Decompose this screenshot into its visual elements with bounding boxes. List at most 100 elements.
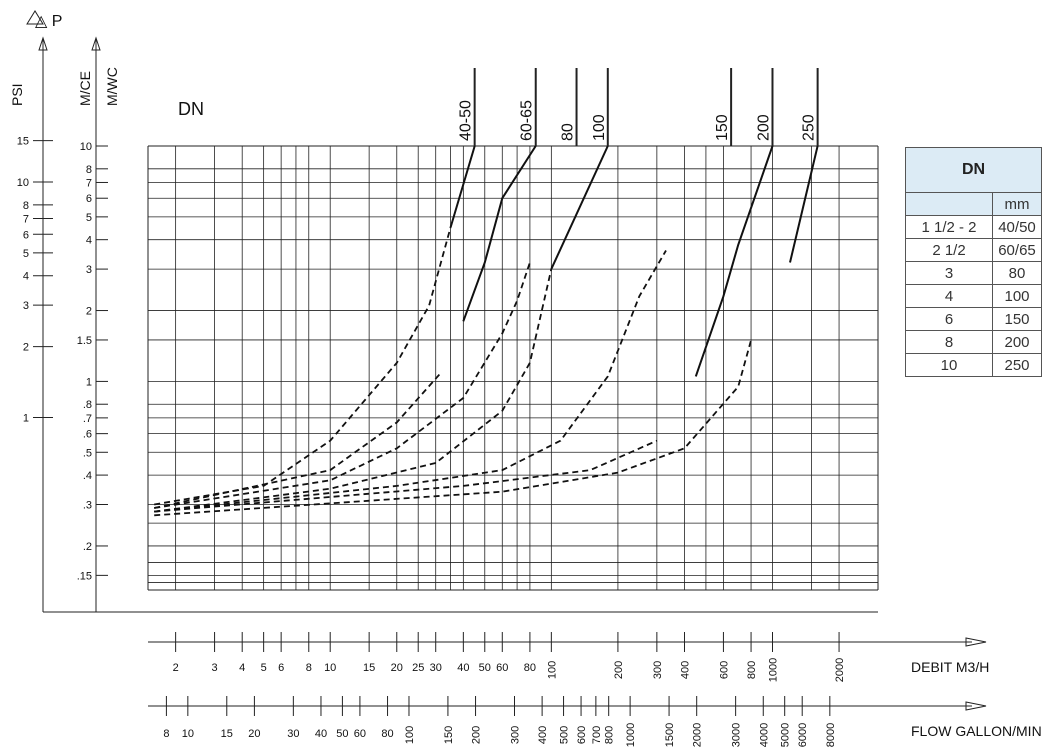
m3h-tick-label: 80 — [524, 662, 536, 674]
dn-label: DN — [178, 99, 204, 119]
gpm-tick-label: 150 — [443, 726, 455, 744]
curve-200-dashed — [154, 439, 658, 513]
m-tick-label: 1.5 — [77, 335, 92, 347]
m-tick-label: 7 — [86, 177, 92, 189]
mce-axis-label: M/CE — [77, 71, 93, 106]
gpm-tick-label: 8 — [163, 728, 169, 740]
m3h-tick-label: 2000 — [834, 658, 846, 682]
m-tick-label: .5 — [83, 447, 92, 459]
mwc-axis-label: M/WC — [104, 67, 120, 106]
curve-250-solid — [789, 145, 819, 263]
gpm-tick-label: 5000 — [780, 723, 792, 747]
m3h-tick-label: 10 — [324, 662, 336, 674]
table-cell-mm: 250 — [992, 353, 1042, 377]
psi-axis-arrow — [38, 36, 48, 51]
curve-60-65-solid — [462, 145, 537, 322]
gpm-tick-label: 15 — [221, 728, 233, 740]
gpm-tick-label: 50 — [336, 728, 348, 740]
table-row: 1 1/2 - 2 40/50 — [905, 215, 1042, 239]
table-cell-inch: 1 1/2 - 2 — [905, 215, 993, 239]
table-row: 8 200 — [905, 330, 1042, 354]
gpm-tick-label: 3000 — [731, 723, 743, 747]
gpm-tick-label: 1000 — [625, 723, 637, 747]
dn-label-60-65: 60-65 — [519, 100, 536, 141]
dn-label-250: 250 — [801, 114, 818, 141]
curve-250-dashed — [154, 339, 752, 517]
m-tick-label: 1 — [86, 376, 92, 388]
psi-tick-label: 2 — [23, 342, 29, 354]
table-cell-mm: 150 — [992, 307, 1042, 331]
curve-150-dashed — [154, 250, 667, 513]
m3h-tick-label: 1000 — [768, 658, 780, 682]
delta-triangle-icon — [26, 10, 44, 25]
gpm-tick-label: 700 — [591, 726, 603, 744]
psi-tick-label: 8 — [23, 200, 29, 212]
m3h-tick-label: 800 — [746, 661, 758, 679]
curve-100-dashed — [154, 268, 553, 513]
dn-label-100: 100 — [591, 114, 608, 141]
table-row: 10 250 — [905, 353, 1042, 377]
gpm-tick-label: 2000 — [692, 723, 704, 747]
m-tick-label: 2 — [86, 306, 92, 318]
psi-tick-label: 5 — [23, 248, 29, 260]
m3h-tick-label: 200 — [613, 661, 625, 679]
m-tick-label: 4 — [86, 235, 92, 247]
m3h-axis-arrow — [965, 637, 987, 647]
gpm-tick-label: 100 — [404, 726, 416, 744]
dn-table-blank — [905, 192, 993, 216]
m-tick-label: 10 — [80, 141, 92, 153]
table-row: 2 1/2 60/65 — [905, 238, 1042, 262]
gpm-tick-label: 6000 — [797, 723, 809, 747]
m-tick-label: 8 — [86, 164, 92, 176]
psi-axis-label: PSI — [9, 83, 25, 106]
m3h-tick-label: 2 — [173, 662, 179, 674]
gpm-axis-label: FLOW GALLON/MIN — [911, 723, 1042, 739]
gpm-tick-label: 500 — [559, 726, 571, 744]
curve-60-65-dashed — [154, 371, 443, 509]
curve-200-solid — [694, 145, 774, 377]
table-cell-inch: 2 1/2 — [905, 238, 993, 262]
m-tick-label: .15 — [77, 570, 92, 582]
m-tick-label: 6 — [86, 193, 92, 205]
gpm-tick-label: 80 — [381, 728, 393, 740]
table-cell-inch: 8 — [905, 330, 993, 354]
axes — [26, 10, 987, 711]
table-cell-mm: 80 — [992, 261, 1042, 285]
gpm-axis-arrow — [965, 701, 987, 711]
dn-label-150: 150 — [714, 114, 731, 141]
m-tick-label: .8 — [83, 399, 92, 411]
curves: 40-50 60-65 80 100 150 200 250 — [154, 68, 819, 517]
gpm-tick-label: 200 — [471, 726, 483, 744]
gpm-tick-label: 60 — [354, 728, 366, 740]
ticks: 1087654321.51.8.7.6.5.4.3.2.151510876543… — [17, 136, 846, 748]
m3h-tick-label: 60 — [496, 662, 508, 674]
m-tick-label: .7 — [83, 413, 92, 425]
psi-tick-label: 10 — [17, 177, 29, 189]
delta-p-label: △ P — [35, 13, 62, 30]
m3h-tick-label: 6 — [278, 662, 284, 674]
gpm-tick-label: 1500 — [664, 723, 676, 747]
table-cell-inch: 6 — [905, 307, 993, 331]
table-cell-inch: 10 — [905, 353, 993, 377]
psi-tick-label: 6 — [23, 229, 29, 241]
psi-tick-label: 15 — [17, 136, 29, 148]
table-cell-mm: 100 — [992, 284, 1042, 308]
table-row: 3 80 — [905, 261, 1042, 285]
m3h-tick-label: 8 — [306, 662, 312, 674]
curve-40-50-solid — [449, 145, 476, 228]
m3h-tick-label: 300 — [652, 661, 664, 679]
psi-tick-label: 1 — [23, 412, 29, 424]
dn-label-40-50: 40-50 — [458, 100, 475, 141]
psi-tick-label: 4 — [23, 271, 29, 283]
table-cell-inch: 4 — [905, 284, 993, 308]
table-row: 6 150 — [905, 307, 1042, 331]
table-row: 4 100 — [905, 284, 1042, 308]
m3h-axis-label: DEBIT M3/H — [911, 659, 989, 675]
gpm-tick-label: 8000 — [825, 723, 837, 747]
gpm-tick-label: 10 — [182, 728, 194, 740]
gpm-tick-label: 30 — [287, 728, 299, 740]
gpm-tick-label: 20 — [248, 728, 260, 740]
gpm-tick-label: 600 — [576, 726, 588, 744]
m3h-tick-label: 30 — [430, 662, 442, 674]
